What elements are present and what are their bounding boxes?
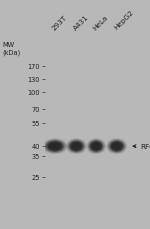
Text: 100: 100 xyxy=(27,90,40,95)
Ellipse shape xyxy=(46,141,64,152)
Text: 40: 40 xyxy=(32,144,40,150)
Text: HepG2: HepG2 xyxy=(112,9,134,31)
Text: 55: 55 xyxy=(32,121,40,127)
Text: 170: 170 xyxy=(27,64,40,70)
Text: 293T: 293T xyxy=(51,14,68,31)
Text: HeLa: HeLa xyxy=(92,14,109,31)
Ellipse shape xyxy=(72,143,80,150)
Text: 130: 130 xyxy=(28,77,40,83)
Ellipse shape xyxy=(106,139,127,155)
Text: 35: 35 xyxy=(32,154,40,160)
Ellipse shape xyxy=(50,143,60,150)
Text: MW
(kDa): MW (kDa) xyxy=(2,42,20,56)
Ellipse shape xyxy=(111,142,123,151)
Text: 70: 70 xyxy=(32,107,40,113)
Ellipse shape xyxy=(113,143,121,150)
Ellipse shape xyxy=(44,140,66,153)
Ellipse shape xyxy=(92,143,100,150)
Ellipse shape xyxy=(88,140,105,153)
Ellipse shape xyxy=(86,139,106,155)
Text: A431: A431 xyxy=(72,14,90,31)
Ellipse shape xyxy=(68,140,85,153)
Text: RFC2: RFC2 xyxy=(140,144,150,150)
Ellipse shape xyxy=(91,142,102,151)
Ellipse shape xyxy=(66,139,87,155)
Text: 25: 25 xyxy=(32,175,40,181)
Ellipse shape xyxy=(42,139,68,155)
Ellipse shape xyxy=(48,142,62,151)
Ellipse shape xyxy=(70,142,82,151)
Ellipse shape xyxy=(89,141,103,152)
Ellipse shape xyxy=(109,141,124,152)
Ellipse shape xyxy=(69,141,84,152)
Ellipse shape xyxy=(108,140,126,153)
